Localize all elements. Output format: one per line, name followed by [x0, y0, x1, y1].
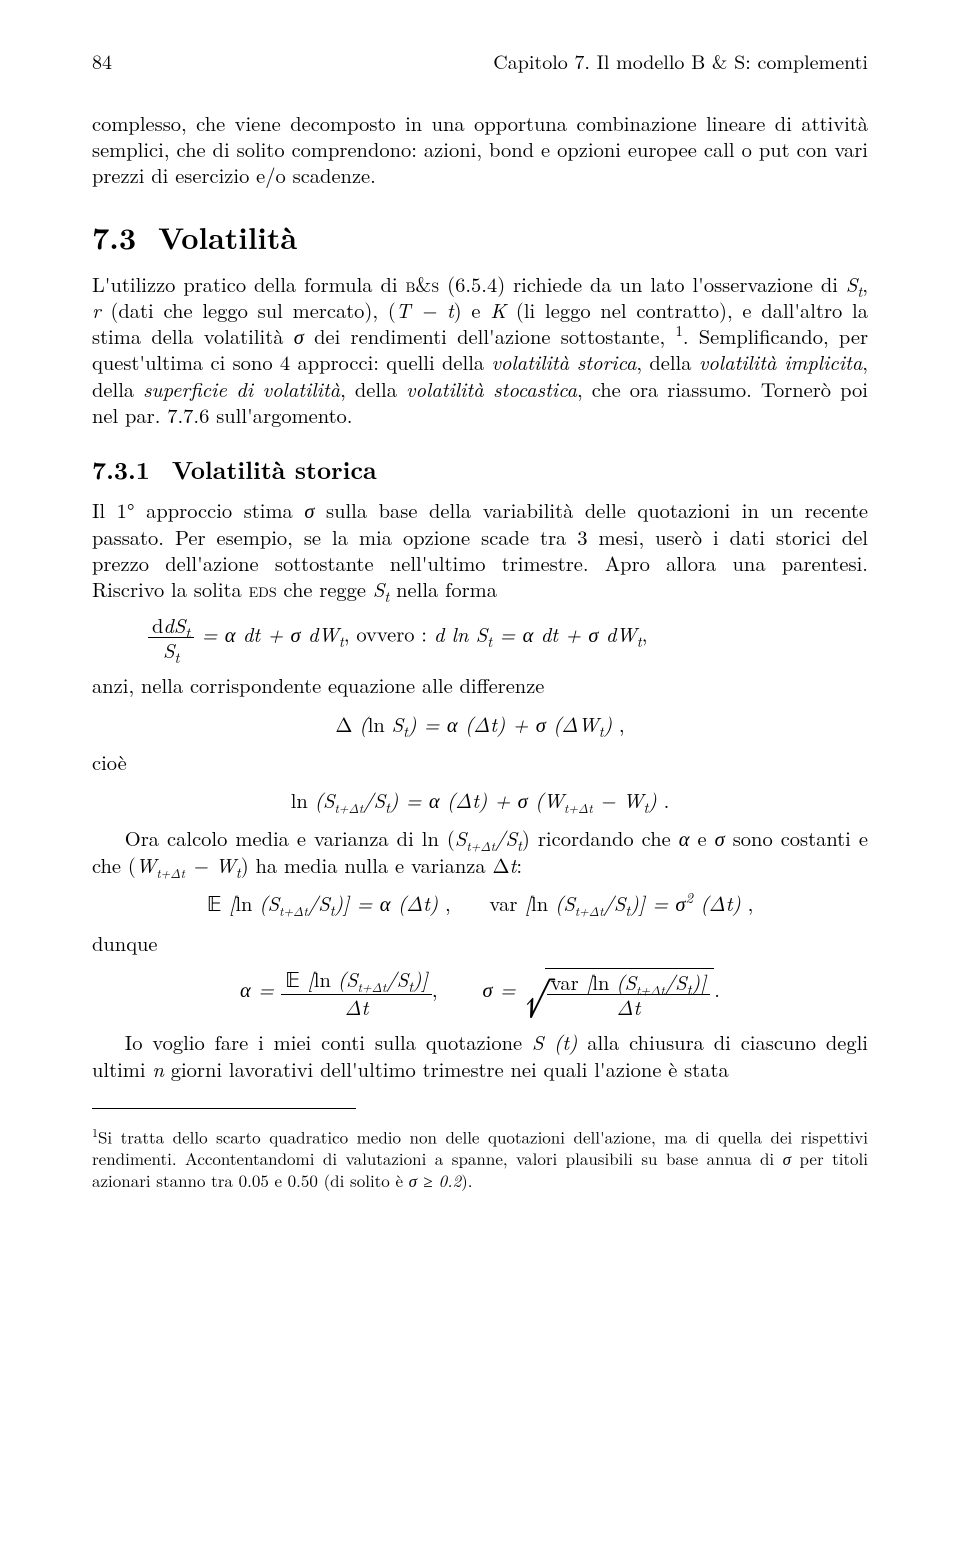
math-St: St: [846, 269, 862, 298]
sec731-para2: anzi, nella corrispondente equazione all…: [92, 672, 868, 698]
sec731-para6: Io voglio fare i miei conti sulla quotaz…: [92, 1029, 868, 1081]
sec731-para3: cioè: [92, 749, 868, 775]
text: Ora calcolo media e varianza di ln (: [125, 823, 455, 852]
section-title: Volatilità: [158, 215, 297, 258]
page-number: 84: [92, 48, 112, 74]
math-n: n: [152, 1054, 164, 1083]
em-superficie-vol: superficie di volatilità: [143, 374, 340, 403]
running-head: 84 Capitolo 7. Il modello B & S: complem…: [92, 48, 868, 74]
text: , della: [340, 374, 406, 403]
math-St: St: [373, 574, 389, 603]
subsection-number: 7.3.1: [92, 452, 150, 487]
section-number: 7.3: [92, 215, 136, 258]
text: , ovvero :: [344, 619, 434, 648]
text: d ln S: [434, 619, 487, 648]
sigma-eq: σ =: [482, 974, 523, 1003]
bs-smallcaps: b&s: [406, 269, 440, 298]
text: Si tratta dello scarto quadratico medio …: [92, 1124, 868, 1170]
page: 84 Capitolo 7. Il modello B & S: complem…: [0, 0, 960, 1561]
math-sigma: σ: [304, 495, 314, 524]
alpha-eq: α =: [240, 974, 281, 1003]
section-7-3-1-heading: 7.3.1 Volatilità storica: [92, 454, 868, 485]
text: e: [689, 823, 714, 852]
section-7-3-heading: 7.3 Volatilità: [92, 218, 868, 256]
frac-sigma: var [ln (St+Δt/St)] Δt: [547, 971, 711, 1017]
text: = α dt + σ dW: [202, 619, 339, 648]
text: , della: [636, 347, 698, 376]
text: ) ha media nulla e varianza Δ: [241, 850, 510, 879]
text: che regge: [277, 574, 373, 603]
equation-mean-var: 𝔼 [ln (St+Δt/St)] = α (Δt) , var [ln (St…: [92, 890, 868, 918]
text: .: [714, 974, 720, 1003]
math-Tminust: T − t: [396, 295, 454, 324]
text: ) ricordando che: [522, 823, 679, 852]
math-sigma: σ: [783, 1146, 791, 1170]
footnote-1: 1Si tratta dello scarto quadratico medio…: [92, 1126, 868, 1192]
em-vol-stocastica: volatilità stocastica: [406, 374, 577, 403]
text: (dati che leggo sul mercato), (: [101, 295, 396, 324]
sec731-para4: Ora calcolo media e varianza di ln (St+Δ…: [92, 825, 868, 877]
math-K: K: [490, 295, 506, 324]
text: (6.5.4) richiede da un lato l'osservazio…: [439, 269, 846, 298]
sec731-para1: Il 1° approccio stima σ sulla base della…: [92, 497, 868, 602]
para-intro: complesso, che viene decomposto in una o…: [92, 110, 868, 189]
sqrt: √ var [ln (St+Δt/St)] Δt: [523, 968, 714, 1017]
em-vol-implicita: volatilità implicita: [699, 347, 862, 376]
math-sigma: σ: [715, 823, 725, 852]
text: Il 1° approccio stima: [92, 495, 304, 524]
running-title: Capitolo 7. Il modello B & S: complement…: [493, 48, 868, 74]
equation-ln-ratio: ln (St+Δt/St) = α (Δt) + σ (Wt+Δt − Wt) …: [92, 787, 868, 813]
equation-sde: ddSt St = α dt + σ dWt, ovvero : d ln St…: [148, 614, 868, 660]
equation-alpha-sigma: α = 𝔼 [ln (St+Δt/St)] Δt , σ = √ var [ln…: [92, 968, 868, 1017]
equation-delta-ln: Δ (ln Δ (ln SSt) = α (Δt) + σ (ΔW) = α (…: [92, 711, 868, 737]
text: = α dt + σ dW: [492, 619, 637, 648]
text: :: [516, 850, 522, 879]
math-ln-ratio: St+Δt/St: [455, 823, 522, 852]
text: ) e: [454, 295, 491, 324]
footnote-1-ref: 1: [675, 320, 682, 341]
em-vol-storica: volatilità storica: [491, 347, 636, 376]
math-alpha: α: [679, 823, 690, 852]
text: ).: [461, 1168, 472, 1192]
eds-smallcaps: eds: [249, 574, 277, 603]
text: ,: [642, 619, 648, 648]
frac-alpha: 𝔼 [ln (St+Δt/St)] Δt: [281, 968, 432, 1017]
text: L'utilizzo pratico della formula di: [92, 269, 406, 298]
text: Io voglio fare i miei conti sulla quotaz…: [125, 1027, 532, 1056]
sec731-para5: dunque: [92, 930, 868, 956]
math-r: r: [92, 295, 101, 324]
footnote-rule: [92, 1108, 356, 1109]
text: nella forma: [389, 574, 497, 603]
math-ineq: σ ≥ 0.2: [409, 1168, 461, 1192]
text: giorni lavorativi dell'ultimo trimestre …: [164, 1054, 729, 1083]
math-sigma: σ: [294, 321, 304, 350]
sec73-para1: L'utilizzo pratico della formula di b&s …: [92, 271, 868, 428]
frac-dSt-St: ddSt St: [148, 614, 194, 660]
text: ,: [862, 269, 868, 298]
text: dei rendimenti dell'azione sottostante,: [304, 321, 676, 350]
math-S-of-t: S (t): [532, 1027, 577, 1056]
math-W-diff: Wt+Δt − Wt: [136, 850, 241, 879]
subsection-title: Volatilità storica: [172, 452, 377, 487]
